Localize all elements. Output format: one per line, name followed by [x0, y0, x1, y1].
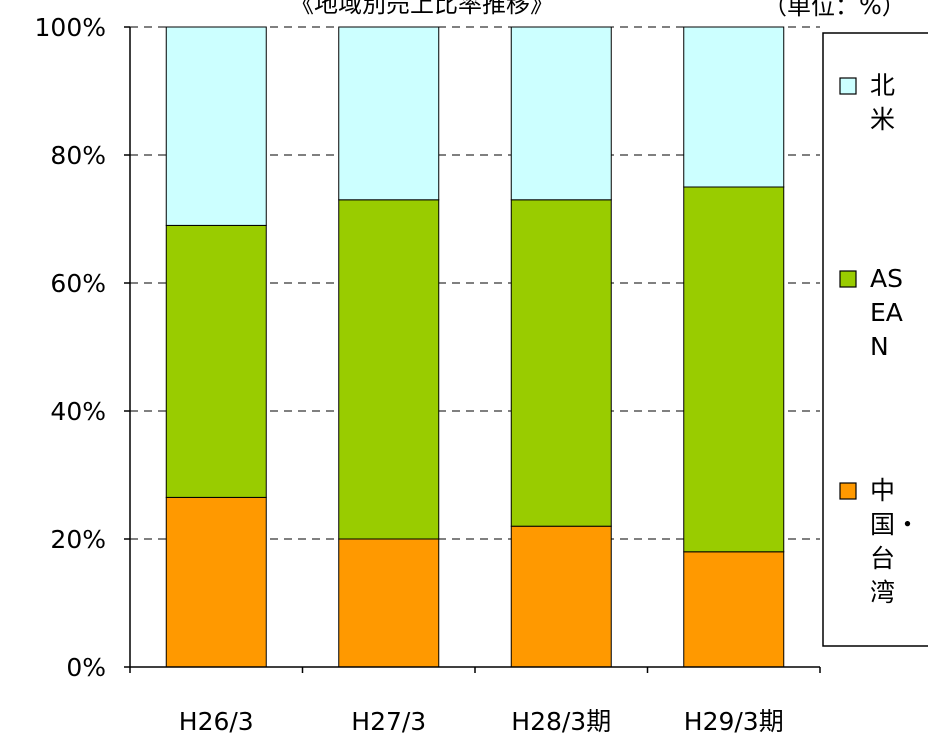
y-tick-label: 0% — [66, 653, 106, 682]
axes — [124, 26, 821, 673]
bar-segment — [683, 26, 785, 188]
legend-swatch — [839, 270, 857, 288]
bar-segment — [683, 551, 785, 668]
bars — [165, 26, 785, 668]
legend-label: 北米 — [870, 71, 895, 134]
legend-label: AS EA N — [870, 264, 903, 361]
y-tick-label: 20% — [50, 525, 106, 554]
bar-segment — [165, 224, 267, 498]
bar-segment — [338, 26, 440, 201]
y-tick-labels: 0% 20% 40% 60% 80% 100% — [35, 13, 106, 682]
y-tick-label: 60% — [50, 269, 106, 298]
x-tick-label: H26/3 — [179, 707, 254, 736]
bar-segment — [683, 186, 785, 553]
y-tick-label: 100% — [35, 13, 106, 42]
x-tick-labels: H26/3 H27/3 H28/3期 H29/3期 — [179, 707, 784, 736]
bar-segment — [338, 199, 440, 540]
chart-title: 《地域別売上比率推移》 — [290, 0, 554, 18]
x-tick-label: H29/3期 — [684, 707, 784, 736]
bar-segment — [338, 538, 440, 668]
bar-segment — [510, 26, 612, 201]
legend-swatch — [839, 482, 857, 500]
x-tick-label: H28/3期 — [511, 707, 611, 736]
legend-swatch — [839, 77, 857, 95]
bar-segment — [165, 496, 267, 668]
unit-note: （単位：%） — [763, 0, 906, 20]
y-tick-label: 40% — [50, 397, 106, 426]
legend-label: 中国・台湾 — [870, 476, 920, 607]
y-tick-label: 80% — [50, 141, 106, 170]
bar-segment — [165, 26, 267, 226]
bar-segment — [510, 525, 612, 668]
x-tick-label: H27/3 — [351, 707, 426, 736]
bar-segment — [510, 199, 612, 527]
legend: 北米 AS EA N 中国・台湾 — [822, 32, 928, 647]
legend-box — [822, 32, 928, 647]
